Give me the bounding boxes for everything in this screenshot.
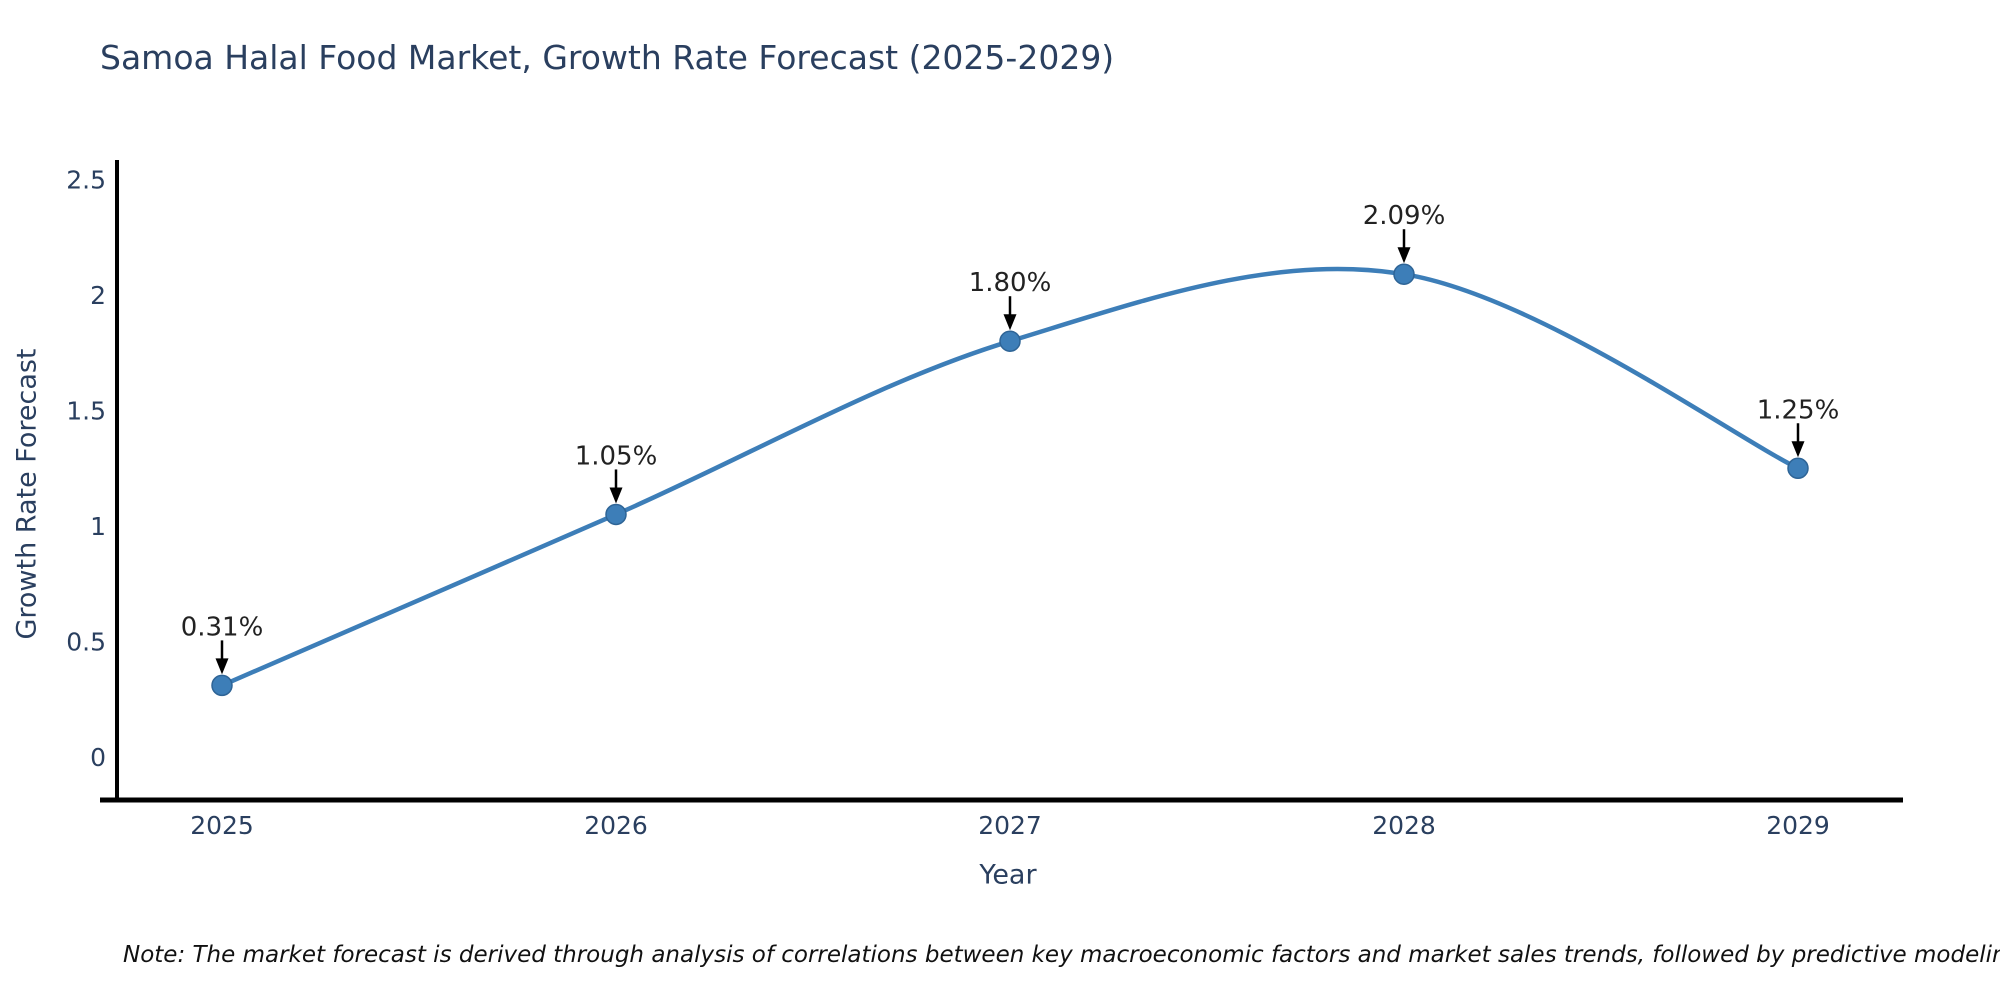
data-point-2025 (211, 674, 233, 697)
annotation-arrowhead (215, 658, 229, 675)
annotation-arrowhead (609, 487, 623, 504)
footnote: Note: The market forecast is derived thr… (123, 942, 2000, 968)
y-axis-title: Growth Rate Forecast (11, 348, 43, 640)
y-tick-label: 0 (90, 743, 106, 772)
x-axis-title: Year (979, 859, 1037, 891)
point-annotation: 2.09% (1363, 201, 1446, 231)
chart-title: Samoa Halal Food Market, Growth Rate For… (100, 38, 1115, 77)
data-point-2029 (1787, 457, 1809, 479)
x-tick-label: 2029 (1766, 811, 1830, 840)
y-tick-label: 2.5 (66, 166, 106, 195)
annotation-arrowhead (1397, 247, 1411, 264)
y-tick-label: 0.5 (66, 628, 106, 657)
x-tick-label: 2027 (978, 811, 1042, 840)
point-annotation: 1.05% (575, 441, 658, 471)
point-annotation: 1.25% (1757, 395, 1840, 425)
x-tick-label: 2028 (1372, 811, 1436, 840)
annotation-arrowhead (1791, 441, 1805, 458)
x-tick-label: 2026 (584, 811, 648, 840)
point-annotation: 1.80% (969, 268, 1052, 298)
x-tick-label: 2025 (190, 811, 254, 840)
y-tick-label: 1 (90, 512, 106, 541)
y-tick-label: 1.5 (66, 397, 106, 426)
annotation-arrowhead (1003, 314, 1017, 331)
data-point-2026 (605, 503, 627, 526)
point-annotation: 0.31% (181, 612, 264, 642)
data-point-2028 (1393, 263, 1415, 285)
data-point-2027 (999, 330, 1021, 352)
y-tick-label: 2 (90, 281, 106, 310)
